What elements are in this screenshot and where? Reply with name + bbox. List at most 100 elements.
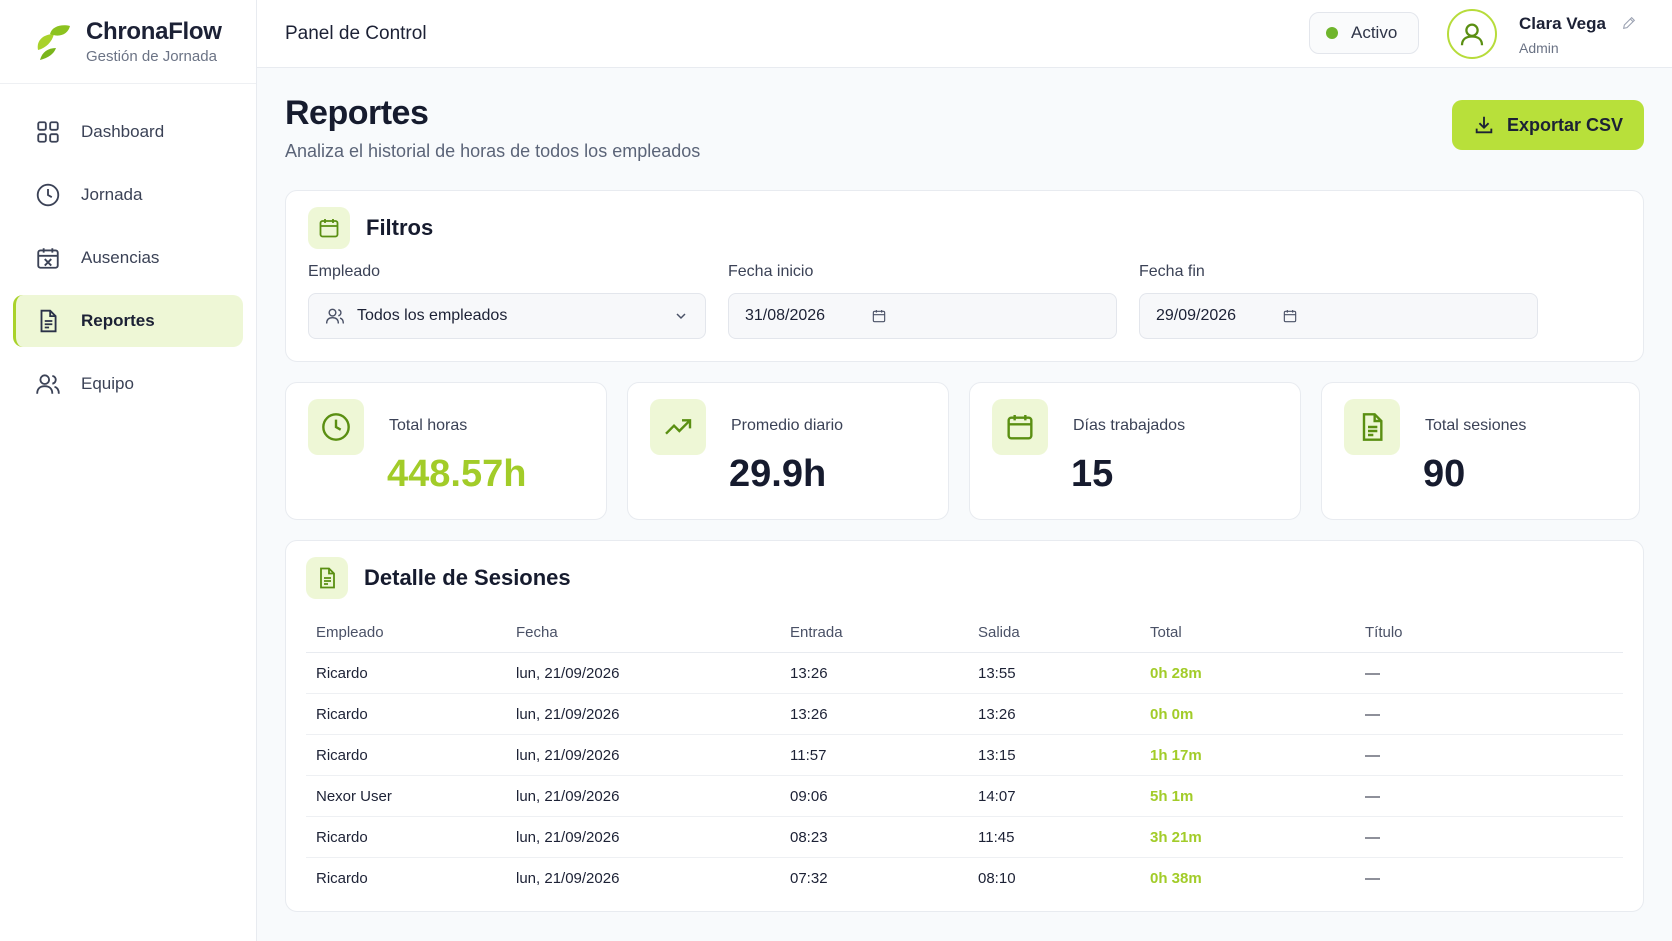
stats-row: Total horas 448.57h Promedio diario 29.9… (285, 382, 1644, 520)
stat-label: Promedio diario (731, 417, 844, 434)
stat-card-total-sessions: Total sesiones 90 (1321, 382, 1640, 520)
column-header[interactable]: Entrada (790, 624, 843, 641)
table-row[interactable]: Ricardo lun, 21/09/2026 07:32 08:10 0h 38m — (306, 858, 1623, 899)
document-icon (306, 557, 348, 599)
calendar-icon (992, 399, 1048, 455)
stat-card-days-worked: Días trabajados 15 (969, 382, 1301, 520)
download-icon (1475, 116, 1493, 134)
start-date-input[interactable]: 31/08/2026 (728, 293, 1117, 339)
cell-title: — (1365, 787, 1380, 805)
cell-total: 0h 0m (1150, 705, 1194, 723)
sidebar-nav: Dashboard Jornada Ausencias Reportes (0, 84, 256, 410)
cell-date: lun, 21/09/2026 (516, 664, 620, 682)
sidebar-item-dashboard[interactable]: Dashboard (13, 106, 243, 158)
calendar-icon[interactable] (871, 308, 887, 324)
table-row[interactable]: Ricardo lun, 21/09/2026 08:23 11:45 3h 21m — (306, 817, 1623, 858)
cell-employee: Nexor User (316, 787, 392, 805)
cell-in: 11:57 (790, 746, 827, 764)
cell-in: 13:26 (790, 705, 828, 723)
pencil-icon[interactable] (1621, 15, 1637, 31)
brand[interactable]: ChronaFlow Gestión de Jornada (0, 0, 256, 84)
clock-icon (36, 183, 60, 207)
chevron-down-icon (676, 313, 686, 320)
sessions-table: Empleado Fecha Entrada Salida Total Títu… (306, 613, 1623, 899)
column-header[interactable]: Fecha (516, 624, 558, 641)
cell-total: 5h 1m (1150, 787, 1194, 805)
stat-card-daily-average: Promedio diario 29.9h (627, 382, 949, 520)
leaf-logo-icon (37, 24, 70, 60)
column-header[interactable]: Empleado (316, 624, 384, 641)
cell-title: — (1365, 664, 1380, 682)
calendar-icon[interactable] (1282, 308, 1298, 324)
document-icon (1344, 399, 1400, 455)
cell-date: lun, 21/09/2026 (516, 746, 620, 764)
cell-date: lun, 21/09/2026 (516, 705, 620, 723)
cell-employee: Ricardo (316, 705, 368, 723)
sidebar-item-label: Equipo (81, 374, 134, 393)
users-icon (325, 308, 345, 324)
calendar-icon (308, 207, 350, 249)
table-row[interactable]: Nexor User lun, 21/09/2026 09:06 14:07 5h 1m… (306, 776, 1623, 817)
filters-title: Filtros (366, 215, 434, 240)
trending-up-icon (650, 399, 706, 455)
sidebar-item-reportes[interactable]: Reportes (13, 295, 243, 347)
cell-total: 0h 38m (1150, 870, 1202, 887)
sidebar-item-equipo[interactable]: Equipo (13, 358, 243, 410)
column-header[interactable]: Salida (978, 624, 1020, 641)
table-row[interactable]: Ricardo lun, 21/09/2026 13:26 13:26 0h 0m — (306, 694, 1623, 735)
table-row[interactable]: Ricardo lun, 21/09/2026 11:57 13:15 1h 17m — (306, 735, 1623, 776)
cell-in: 07:32 (790, 870, 828, 887)
cell-out: 13:15 (978, 746, 1016, 764)
page-content: Reportes Analiza el historial de horas d… (257, 68, 1672, 912)
stat-value: 29.9h (729, 453, 827, 495)
cell-employee: Ricardo (316, 828, 368, 846)
user-icon (1460, 23, 1484, 46)
avatar[interactable] (1447, 9, 1497, 59)
document-icon (40, 309, 57, 333)
cell-out: 13:26 (978, 705, 1016, 723)
cell-out: 11:45 (978, 828, 1015, 846)
cell-out: 13:55 (978, 664, 1016, 682)
table-row[interactable]: Ricardo lun, 21/09/2026 13:26 13:55 0h 28m — (306, 653, 1623, 694)
sidebar-item-label: Reportes (81, 311, 155, 330)
stat-value: 15 (1071, 453, 1114, 495)
page-title: Reportes (285, 94, 429, 132)
start-date-label: Fecha inicio (728, 263, 814, 280)
cell-out: 08:10 (978, 870, 1016, 887)
user-info: Clara Vega Admin (1519, 14, 1606, 56)
status-badge[interactable]: Activo (1309, 12, 1419, 54)
topbar-title: Panel de Control (285, 22, 427, 44)
sidebar-item-jornada[interactable]: Jornada (13, 169, 243, 221)
stat-label: Total horas (389, 417, 468, 434)
employee-select-value: Todos los empleados (357, 307, 508, 324)
start-date-value: 31/08/2026 (745, 307, 826, 324)
column-header[interactable]: Título (1365, 624, 1403, 641)
cell-in: 09:06 (790, 787, 828, 805)
sidebar-item-ausencias[interactable]: Ausencias (13, 232, 243, 284)
sidebar: ChronaFlow Gestión de Jornada Dashboard … (0, 0, 257, 941)
cell-employee: Ricardo (316, 746, 368, 764)
filters-card: Filtros Empleado Todos los empleados (285, 190, 1644, 362)
stat-label: Días trabajados (1073, 417, 1186, 434)
end-date-input[interactable]: 29/09/2026 (1139, 293, 1538, 339)
cell-in: 13:26 (790, 664, 828, 682)
sidebar-item-label: Ausencias (81, 248, 160, 267)
export-csv-button[interactable]: Exportar CSV (1452, 100, 1644, 150)
cell-employee: Ricardo (316, 664, 368, 682)
sessions-card: Detalle de Sesiones Empleado Fecha Entra… (285, 540, 1644, 912)
status-label: Activo (1351, 23, 1398, 42)
status-dot-icon (1326, 27, 1338, 39)
grid-icon (37, 121, 59, 143)
end-date-value: 29/09/2026 (1156, 307, 1237, 324)
employee-select[interactable]: Todos los empleados (308, 293, 706, 339)
export-csv-label: Exportar CSV (1506, 114, 1624, 135)
topbar: Panel de Control Activo Clara Vega Admin (257, 0, 1672, 68)
column-header[interactable]: Total (1150, 624, 1182, 641)
cell-in: 08:23 (790, 828, 828, 846)
end-date-label: Fecha fin (1139, 263, 1205, 280)
clock-icon (308, 399, 364, 455)
main-area: Panel de Control Activo Clara Vega Admin… (257, 0, 1672, 941)
sidebar-item-label: Dashboard (81, 122, 165, 141)
cell-total: 0h 28m (1150, 664, 1202, 682)
cell-total: 3h 21m (1150, 828, 1202, 846)
